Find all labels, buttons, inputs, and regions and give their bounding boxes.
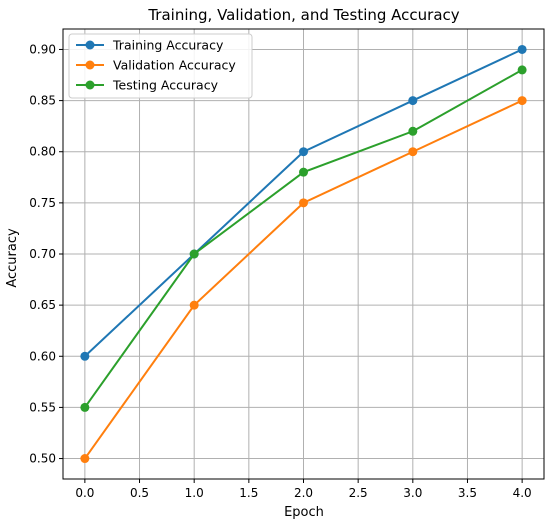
x-tick-label: 4.0 [513,486,532,500]
x-tick-label: 1.5 [239,486,258,500]
y-tick-label: 0.85 [29,94,56,108]
training-accuracy-point [80,351,90,361]
testing-accuracy-legend-marker [85,80,95,90]
y-axis-label: Accuracy [5,228,20,288]
legend: Training Accuracy Validation Accuracy Test… [68,33,253,99]
y-tick-label: 0.75 [29,196,56,210]
validation-accuracy-series [80,96,527,464]
testing-accuracy-point [517,65,527,75]
y-tick-label: 0.60 [29,349,56,363]
validation-accuracy-legend-label: Validation Accuracy [113,58,236,73]
testing-accuracy-point [189,249,199,259]
series-layer [80,44,527,464]
training-accuracy-legend-label: Training Accuracy [112,38,224,53]
chart-title: Training, Validation, and Testing Accura… [147,6,459,24]
grid-lines [63,29,544,479]
validation-accuracy-point [299,198,308,208]
validation-accuracy-point [80,454,90,464]
x-tick-label: 2.5 [349,486,368,500]
y-tick-label: 0.80 [29,145,56,159]
y-axis-ticks: 0.50 0.55 0.60 0.65 0.70 0.75 0.80 0.85 0.90 [29,42,63,466]
y-tick-label: 0.50 [29,452,56,466]
testing-accuracy-legend-label: Testing Accuracy [112,78,219,93]
x-tick-label: 3.0 [403,486,422,500]
x-axis-label: Epoch [284,505,324,520]
testing-accuracy-point [299,167,308,177]
training-accuracy-legend-marker [85,40,95,50]
validation-accuracy-point [517,96,527,106]
x-axis-ticks: 0.0 0.5 1.0 1.5 2.0 2.5 3.0 3.5 4.0 [75,479,532,500]
x-tick-label: 0.0 [75,486,94,500]
y-tick-label: 0.70 [29,247,56,261]
y-tick-label: 0.90 [29,42,56,56]
training-accuracy-point [517,44,527,54]
training-accuracy-point [299,147,308,157]
y-tick-label: 0.65 [29,298,56,312]
training-accuracy-point [408,96,418,106]
x-tick-label: 2.0 [294,486,313,500]
validation-accuracy-point [189,300,199,310]
validation-accuracy-legend-marker [85,60,95,70]
x-tick-label: 3.5 [458,486,477,500]
legend-box [68,33,253,99]
testing-accuracy-point [408,126,418,136]
y-tick-label: 0.55 [29,400,56,414]
x-tick-label: 1.0 [185,486,204,500]
validation-accuracy-point [408,147,418,157]
testing-accuracy-point [80,402,90,412]
x-tick-label: 0.5 [130,486,149,500]
testing-accuracy-series [80,65,527,412]
